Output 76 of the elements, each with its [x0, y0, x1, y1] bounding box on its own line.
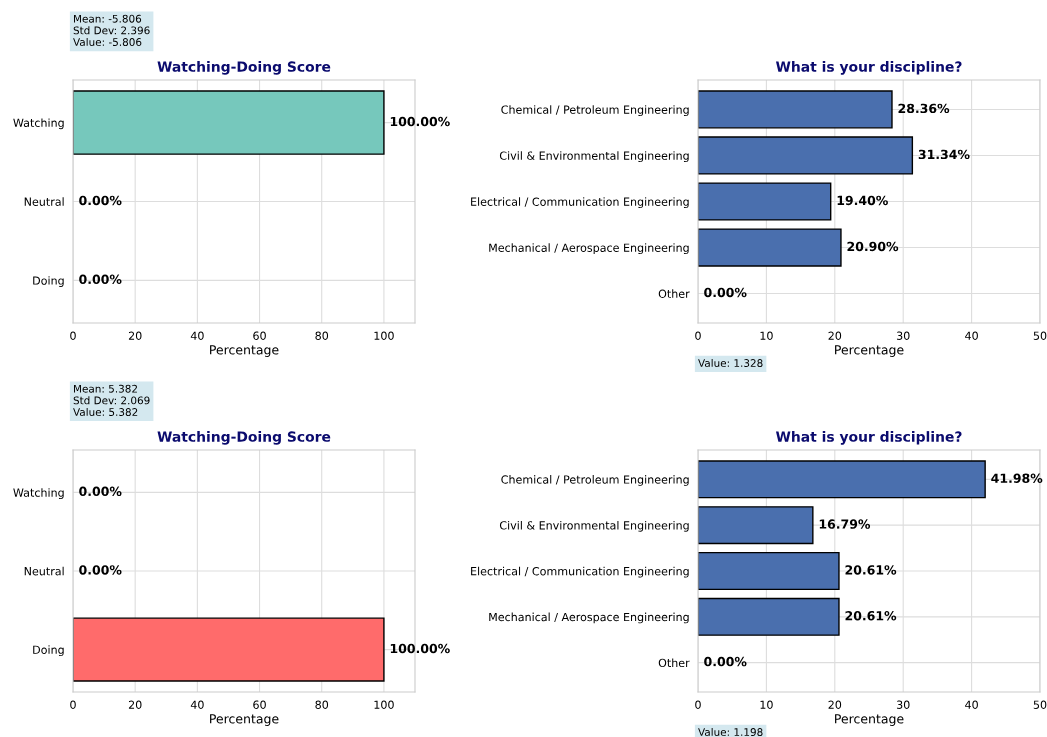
x-tick-label: 50: [1033, 700, 1047, 709]
x-axis-title: Percentage: [835, 714, 904, 726]
x-axis-title: Percentage: [210, 345, 279, 357]
y-tick-label: Watching: [13, 118, 64, 130]
x-tick-label: 80: [315, 700, 329, 709]
y-tick-label: Electrical / Communication Engineering: [471, 197, 689, 209]
data-label: 28.36%: [898, 103, 950, 114]
x-axis-title: Percentage: [210, 714, 279, 726]
data-label: 0.00%: [79, 486, 122, 497]
y-tick-label: Other: [658, 289, 690, 298]
data-label: 0.00%: [79, 195, 122, 206]
data-label: 20.90%: [847, 241, 899, 252]
x-tick-label: 30: [896, 331, 910, 340]
x-tick-label: 40: [190, 331, 204, 340]
y-tick-label: Doing: [33, 276, 64, 287]
y-tick-label: Civil & Environmental Engineering: [499, 520, 689, 532]
y-tick-label: Electrical / Communication Engineering: [471, 566, 689, 578]
y-tick-label: Mechanical / Aerospace Engineering: [489, 243, 689, 255]
x-tick-label: 20: [128, 700, 142, 709]
y-tick-label: Neutral: [24, 566, 64, 576]
data-label: 100.00%: [390, 643, 450, 654]
data-label: 0.00%: [79, 565, 122, 575]
data-label: 100.00%: [390, 116, 450, 127]
bar: [698, 506, 814, 545]
data-label: 41.98%: [991, 473, 1043, 483]
y-tick-label: Chemical / Petroleum Engineering: [501, 105, 689, 116]
x-tick-label: 60: [253, 331, 266, 340]
x-tick-label: 20: [128, 331, 142, 340]
data-label: 0.00%: [704, 656, 747, 667]
y-tick-label: Civil & Environmental Engineering: [499, 151, 689, 163]
data-label: 19.40%: [837, 195, 888, 206]
text: Value: 1.198: [698, 727, 763, 736]
data-label: 0.00%: [79, 274, 122, 285]
bar: [698, 597, 840, 636]
x-tick-label: 100: [374, 700, 394, 709]
y-tick-label: Doing: [33, 645, 64, 657]
bar: [698, 136, 914, 175]
x-tick-label: 10: [760, 331, 773, 340]
text: Mean: 5.382 Std Dev: 2.069 Value: 5.382: [73, 384, 150, 416]
x-tick-label: 30: [896, 700, 910, 709]
y-tick-label: Watching: [13, 488, 64, 499]
x-tick-label: 0: [695, 331, 701, 340]
data-label: 31.34%: [918, 149, 970, 160]
text: Mean: -5.806 Std Dev: 2.396 Value: -5.806: [73, 14, 150, 46]
bar: [698, 460, 986, 499]
chart-title: What is your discipline?: [775, 431, 962, 445]
data-label: 20.61%: [845, 565, 897, 575]
bar: [698, 182, 832, 221]
chart-title: What is your discipline?: [775, 61, 962, 75]
x-axis-title: Percentage: [835, 345, 904, 357]
chart-title: Watching-Doing Score: [157, 61, 331, 75]
x-tick-label: 100: [374, 331, 394, 340]
x-tick-label: 0: [70, 331, 76, 340]
x-tick-label: 60: [253, 700, 266, 709]
data-label: 16.79%: [819, 519, 871, 529]
x-tick-label: 20: [828, 331, 842, 340]
text: Value: 1.328: [698, 358, 763, 367]
x-tick-label: 10: [760, 700, 773, 709]
bar: [698, 228, 842, 267]
x-tick-label: 0: [70, 700, 76, 709]
y-tick-label: Other: [658, 658, 690, 668]
x-tick-label: 40: [190, 700, 204, 709]
y-tick-label: Mechanical / Aerospace Engineering: [489, 612, 689, 624]
x-tick-label: 0: [695, 700, 701, 709]
y-tick-label: Neutral: [24, 197, 64, 206]
x-tick-label: 80: [315, 331, 329, 340]
chart-title: Watching-Doing Score: [157, 431, 331, 445]
data-label: 20.61%: [845, 611, 897, 621]
bar: [698, 551, 840, 591]
x-tick-label: 20: [828, 700, 842, 709]
x-tick-label: 50: [1033, 331, 1047, 340]
x-tick-label: 40: [965, 700, 978, 709]
bar: [698, 90, 893, 129]
data-label: 0.00%: [704, 287, 747, 298]
y-tick-label: Chemical / Petroleum Engineering: [501, 475, 689, 486]
x-tick-label: 40: [965, 331, 978, 340]
